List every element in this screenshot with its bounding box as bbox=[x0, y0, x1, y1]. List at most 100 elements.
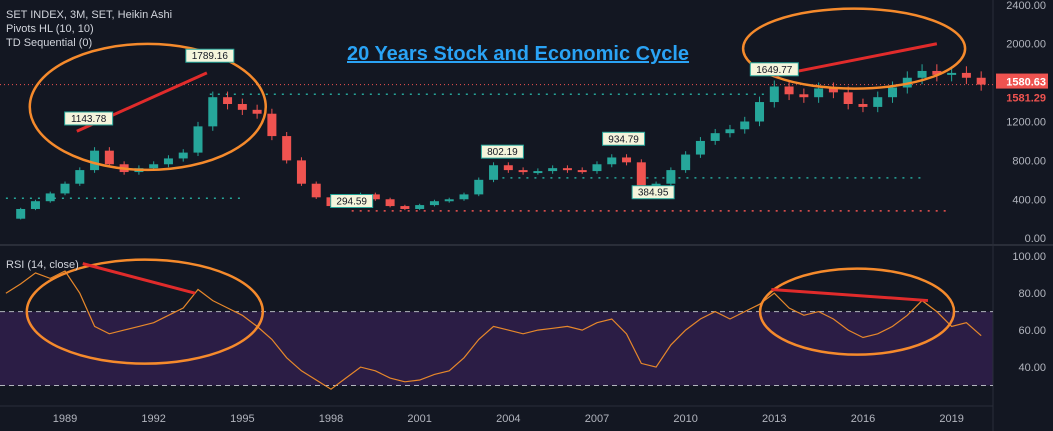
candle-body bbox=[149, 164, 159, 169]
candle-body bbox=[282, 136, 292, 161]
candle-body bbox=[814, 88, 824, 98]
pivot-levels bbox=[0, 84, 993, 212]
annotation-trendline bbox=[771, 287, 929, 303]
candle-body bbox=[16, 208, 26, 219]
candle-body bbox=[400, 206, 410, 209]
candle-body bbox=[740, 121, 750, 130]
axes: 2400.002000.001600.001200.00800.00400.00… bbox=[53, 0, 1048, 425]
candle-body bbox=[681, 154, 691, 171]
candle-body bbox=[474, 179, 484, 195]
rsi-band bbox=[0, 311, 993, 386]
last-price-label: 1581.29 bbox=[1006, 93, 1046, 105]
candle-body bbox=[104, 150, 114, 165]
annotation-ellipse bbox=[28, 42, 268, 172]
candle-body bbox=[252, 109, 262, 114]
candle-body bbox=[961, 72, 971, 78]
candle-body bbox=[45, 193, 55, 202]
last-price-box bbox=[996, 73, 1048, 89]
pivot-labels: 1143.78 1789.16 294.59 802.19 934.79 384.95 16… bbox=[64, 48, 799, 209]
candle-body bbox=[30, 201, 40, 209]
candle-body bbox=[577, 170, 587, 173]
candle-body bbox=[784, 86, 794, 95]
pivot-label: 384.95 bbox=[638, 188, 669, 199]
pivot-label-box bbox=[64, 111, 114, 126]
candle-body bbox=[976, 77, 986, 85]
candle-body bbox=[429, 201, 439, 206]
annotation-trendline bbox=[82, 262, 196, 295]
candle-body bbox=[518, 170, 528, 173]
candle-body bbox=[799, 94, 809, 98]
rsi-axis-tick: 100.00 bbox=[1012, 251, 1046, 263]
candle-body bbox=[296, 160, 306, 184]
legend-pivots[interactable]: Pivots HL (10, 10) bbox=[6, 23, 94, 35]
pivot-label-box bbox=[480, 144, 524, 159]
candle-body bbox=[415, 205, 425, 209]
legend-rsi[interactable]: RSI (14, close) bbox=[6, 259, 79, 271]
candle-body bbox=[607, 157, 617, 165]
candle-body bbox=[562, 168, 572, 171]
candle-body bbox=[548, 168, 558, 172]
pivot-label-box bbox=[185, 48, 235, 63]
candle-body bbox=[710, 133, 720, 141]
candle-body bbox=[489, 165, 499, 180]
price-axis-tick: 800.00 bbox=[1012, 155, 1046, 167]
time-axis-tick: 2019 bbox=[939, 413, 963, 425]
candle-body bbox=[592, 164, 602, 172]
candle-body bbox=[60, 183, 70, 194]
pivot-label: 934.79 bbox=[608, 134, 639, 145]
candle-body bbox=[178, 152, 188, 159]
pivot-label: 294.59 bbox=[336, 197, 367, 208]
rsi-axis-tick: 60.00 bbox=[1018, 325, 1046, 337]
pivot-label-box bbox=[631, 185, 675, 200]
time-axis-tick: 2010 bbox=[673, 413, 697, 425]
rsi-legend: RSI (14, close) bbox=[6, 258, 79, 272]
candle-body bbox=[163, 158, 173, 165]
candle-body bbox=[444, 199, 454, 202]
annotations bbox=[25, 7, 967, 365]
legend-symbol[interactable]: SET INDEX, 3M, SET, Heikin Ashi bbox=[6, 9, 173, 21]
rsi-axis-tick: 80.00 bbox=[1018, 288, 1046, 300]
price-axis-tick: 0.00 bbox=[1025, 233, 1046, 245]
headline: 20 Years Stock and Economic Cycle bbox=[347, 43, 690, 65]
candle-body bbox=[917, 70, 927, 78]
time-axis-tick: 2007 bbox=[585, 413, 609, 425]
candle-body bbox=[636, 162, 646, 188]
time-axis-tick: 2004 bbox=[496, 413, 520, 425]
candle-body bbox=[828, 88, 838, 93]
time-axis-tick: 2013 bbox=[762, 413, 786, 425]
pivot-label: 802.19 bbox=[487, 147, 518, 158]
pivot-label-box bbox=[749, 62, 799, 77]
time-axis-tick: 1995 bbox=[230, 413, 254, 425]
candle-body bbox=[695, 140, 705, 155]
candle-body bbox=[237, 104, 247, 110]
last-price-box bbox=[996, 89, 1048, 105]
candle-body bbox=[858, 104, 868, 107]
candle-body bbox=[267, 113, 277, 137]
candle-body bbox=[223, 97, 233, 105]
candle-body bbox=[193, 126, 203, 153]
pivot-label-box bbox=[602, 131, 646, 146]
candle-body bbox=[769, 86, 779, 103]
legend-td-sequential[interactable]: TD Sequential (0) bbox=[6, 37, 93, 49]
candle-body bbox=[370, 194, 380, 200]
time-axis-tick: 2016 bbox=[851, 413, 875, 425]
candle-body bbox=[208, 97, 218, 127]
candle-body bbox=[75, 170, 85, 184]
candle-body bbox=[666, 170, 676, 184]
candle-body bbox=[755, 102, 765, 122]
price-axis-tick: 400.00 bbox=[1012, 194, 1046, 206]
candle-body bbox=[622, 157, 632, 163]
candle-body bbox=[947, 72, 957, 75]
candle-body bbox=[503, 165, 513, 171]
price-axis-tick: 2000.00 bbox=[1006, 39, 1046, 51]
pivot-label: 1649.77 bbox=[756, 65, 793, 76]
candle-body bbox=[533, 171, 543, 174]
candle-body bbox=[725, 129, 735, 134]
time-axis-tick: 2001 bbox=[407, 413, 431, 425]
rsi-line bbox=[5, 270, 982, 390]
candle-body bbox=[873, 97, 883, 107]
candle-body bbox=[932, 70, 942, 75]
rsi-axis-tick: 40.00 bbox=[1018, 362, 1046, 374]
